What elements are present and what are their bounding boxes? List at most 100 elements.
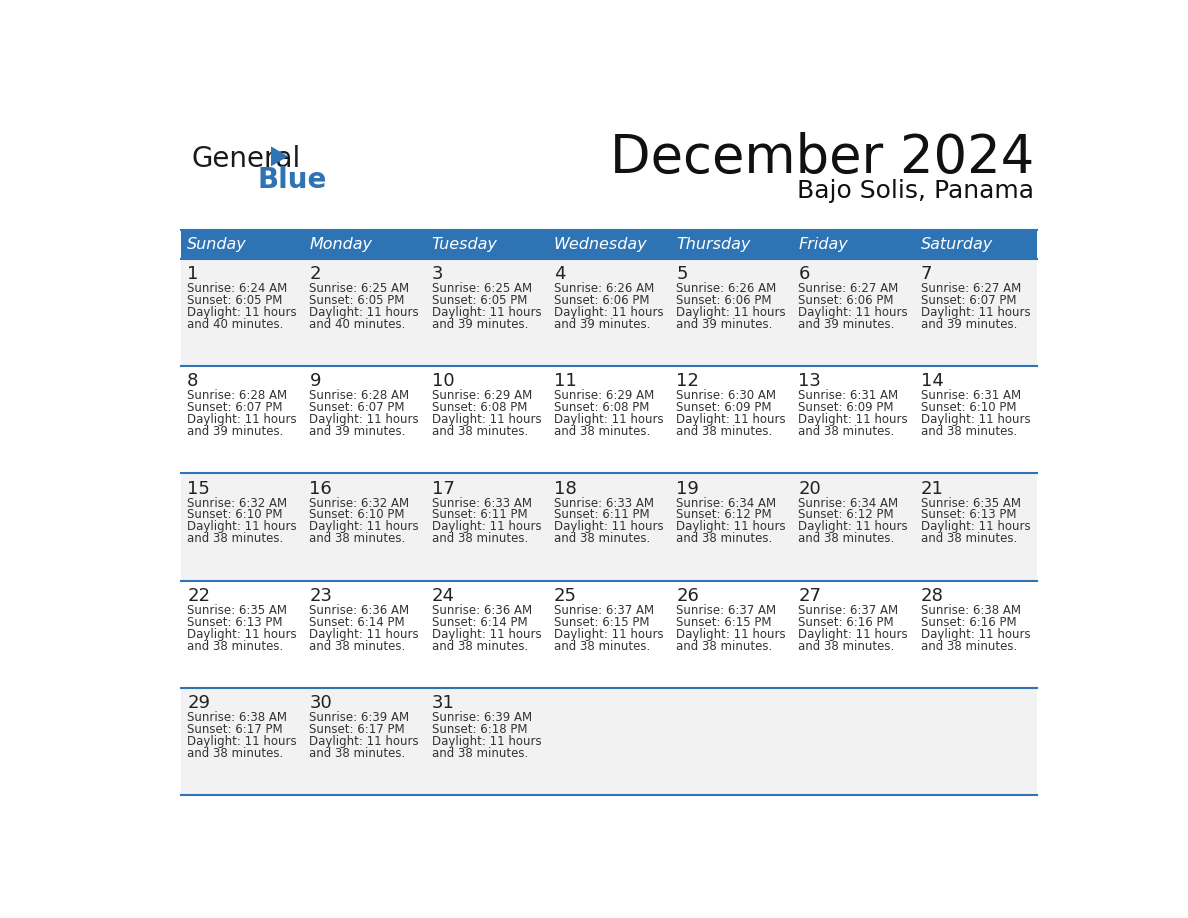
Text: Daylight: 11 hours: Daylight: 11 hours: [676, 413, 785, 426]
Text: Sunset: 6:16 PM: Sunset: 6:16 PM: [921, 616, 1016, 629]
Text: Daylight: 11 hours: Daylight: 11 hours: [554, 628, 664, 641]
Text: 18: 18: [554, 479, 576, 498]
Text: and 38 minutes.: and 38 minutes.: [554, 532, 650, 545]
Text: Sunset: 6:17 PM: Sunset: 6:17 PM: [310, 723, 405, 736]
Text: Thursday: Thursday: [676, 237, 751, 252]
Bar: [181, 230, 1037, 259]
Text: Sunrise: 6:31 AM: Sunrise: 6:31 AM: [798, 389, 898, 402]
Text: Sunset: 6:09 PM: Sunset: 6:09 PM: [676, 401, 772, 414]
Text: Daylight: 11 hours: Daylight: 11 hours: [798, 628, 908, 641]
Text: and 38 minutes.: and 38 minutes.: [921, 532, 1017, 545]
Text: and 40 minutes.: and 40 minutes.: [310, 318, 406, 330]
Text: Sunrise: 6:29 AM: Sunrise: 6:29 AM: [554, 389, 655, 402]
Text: and 39 minutes.: and 39 minutes.: [554, 318, 650, 330]
Text: and 39 minutes.: and 39 minutes.: [310, 425, 406, 438]
Polygon shape: [271, 146, 287, 166]
Text: Sunrise: 6:29 AM: Sunrise: 6:29 AM: [431, 389, 532, 402]
Text: Sunset: 6:08 PM: Sunset: 6:08 PM: [554, 401, 650, 414]
Text: Daylight: 11 hours: Daylight: 11 hours: [310, 735, 419, 748]
Text: and 38 minutes.: and 38 minutes.: [431, 425, 527, 438]
Text: Wednesday: Wednesday: [554, 237, 647, 252]
Text: and 39 minutes.: and 39 minutes.: [798, 318, 895, 330]
Text: and 38 minutes.: and 38 minutes.: [431, 532, 527, 545]
Text: 11: 11: [554, 373, 576, 390]
Text: Sunset: 6:13 PM: Sunset: 6:13 PM: [188, 616, 283, 629]
Text: 26: 26: [676, 587, 699, 605]
Text: Sunset: 6:06 PM: Sunset: 6:06 PM: [676, 294, 772, 307]
Text: Sunrise: 6:37 AM: Sunrise: 6:37 AM: [798, 604, 898, 617]
Text: Daylight: 11 hours: Daylight: 11 hours: [921, 628, 1030, 641]
Text: Sunrise: 6:39 AM: Sunrise: 6:39 AM: [310, 711, 410, 724]
Text: Sunset: 6:13 PM: Sunset: 6:13 PM: [921, 509, 1016, 521]
Text: Sunrise: 6:27 AM: Sunrise: 6:27 AM: [798, 282, 898, 295]
Text: and 38 minutes.: and 38 minutes.: [798, 640, 895, 653]
Text: Sunrise: 6:37 AM: Sunrise: 6:37 AM: [676, 604, 776, 617]
Text: Daylight: 11 hours: Daylight: 11 hours: [431, 628, 542, 641]
Text: Sunset: 6:06 PM: Sunset: 6:06 PM: [554, 294, 650, 307]
Text: Sunrise: 6:34 AM: Sunrise: 6:34 AM: [798, 497, 898, 509]
Text: 16: 16: [310, 479, 333, 498]
Text: Sunset: 6:12 PM: Sunset: 6:12 PM: [798, 509, 895, 521]
Text: Sunrise: 6:24 AM: Sunrise: 6:24 AM: [188, 282, 287, 295]
Text: Daylight: 11 hours: Daylight: 11 hours: [188, 735, 297, 748]
Text: Sunset: 6:08 PM: Sunset: 6:08 PM: [431, 401, 527, 414]
Text: Sunrise: 6:33 AM: Sunrise: 6:33 AM: [431, 497, 532, 509]
Text: and 38 minutes.: and 38 minutes.: [188, 640, 284, 653]
Text: Sunrise: 6:35 AM: Sunrise: 6:35 AM: [188, 604, 287, 617]
Text: and 38 minutes.: and 38 minutes.: [188, 532, 284, 545]
Text: 8: 8: [188, 373, 198, 390]
Text: and 39 minutes.: and 39 minutes.: [431, 318, 529, 330]
Text: 7: 7: [921, 265, 933, 283]
Text: 4: 4: [554, 265, 565, 283]
Text: Sunrise: 6:28 AM: Sunrise: 6:28 AM: [188, 389, 287, 402]
Text: Saturday: Saturday: [921, 237, 993, 252]
Text: 10: 10: [431, 373, 454, 390]
Text: Sunrise: 6:30 AM: Sunrise: 6:30 AM: [676, 389, 776, 402]
Text: Sunset: 6:07 PM: Sunset: 6:07 PM: [188, 401, 283, 414]
Text: Sunset: 6:15 PM: Sunset: 6:15 PM: [676, 616, 772, 629]
Text: Tuesday: Tuesday: [431, 237, 498, 252]
Text: Daylight: 11 hours: Daylight: 11 hours: [921, 521, 1030, 533]
Text: General: General: [191, 145, 301, 173]
Text: Daylight: 11 hours: Daylight: 11 hours: [921, 413, 1030, 426]
Text: 9: 9: [310, 373, 321, 390]
Text: Daylight: 11 hours: Daylight: 11 hours: [188, 306, 297, 319]
Text: Daylight: 11 hours: Daylight: 11 hours: [554, 306, 664, 319]
Text: Sunrise: 6:25 AM: Sunrise: 6:25 AM: [431, 282, 532, 295]
Text: 24: 24: [431, 587, 455, 605]
Text: Sunset: 6:16 PM: Sunset: 6:16 PM: [798, 616, 895, 629]
Text: and 38 minutes.: and 38 minutes.: [798, 532, 895, 545]
Text: Daylight: 11 hours: Daylight: 11 hours: [798, 413, 908, 426]
Text: Daylight: 11 hours: Daylight: 11 hours: [798, 306, 908, 319]
Text: and 39 minutes.: and 39 minutes.: [188, 425, 284, 438]
Text: Sunset: 6:15 PM: Sunset: 6:15 PM: [554, 616, 650, 629]
Text: Daylight: 11 hours: Daylight: 11 hours: [310, 306, 419, 319]
Text: 31: 31: [431, 694, 455, 712]
Text: Sunrise: 6:32 AM: Sunrise: 6:32 AM: [188, 497, 287, 509]
Text: 12: 12: [676, 373, 699, 390]
Text: and 38 minutes.: and 38 minutes.: [431, 640, 527, 653]
Text: 27: 27: [798, 587, 821, 605]
Text: Sunset: 6:09 PM: Sunset: 6:09 PM: [798, 401, 893, 414]
Text: Sunrise: 6:38 AM: Sunrise: 6:38 AM: [921, 604, 1020, 617]
Text: 14: 14: [921, 373, 943, 390]
Text: Sunset: 6:10 PM: Sunset: 6:10 PM: [188, 509, 283, 521]
Text: Sunrise: 6:33 AM: Sunrise: 6:33 AM: [554, 497, 653, 509]
Text: Daylight: 11 hours: Daylight: 11 hours: [431, 521, 542, 533]
Text: 23: 23: [310, 587, 333, 605]
Text: Daylight: 11 hours: Daylight: 11 hours: [554, 413, 664, 426]
Text: Sunrise: 6:25 AM: Sunrise: 6:25 AM: [310, 282, 410, 295]
Text: and 38 minutes.: and 38 minutes.: [310, 532, 406, 545]
Text: 5: 5: [676, 265, 688, 283]
Text: Sunset: 6:10 PM: Sunset: 6:10 PM: [921, 401, 1016, 414]
Text: Sunset: 6:05 PM: Sunset: 6:05 PM: [310, 294, 405, 307]
Text: Friday: Friday: [798, 237, 848, 252]
Text: Daylight: 11 hours: Daylight: 11 hours: [310, 413, 419, 426]
Text: Sunrise: 6:31 AM: Sunrise: 6:31 AM: [921, 389, 1020, 402]
Bar: [181, 259, 1037, 366]
Text: Daylight: 11 hours: Daylight: 11 hours: [310, 521, 419, 533]
Text: and 38 minutes.: and 38 minutes.: [921, 640, 1017, 653]
Text: and 38 minutes.: and 38 minutes.: [676, 425, 772, 438]
Text: and 38 minutes.: and 38 minutes.: [310, 747, 406, 760]
Text: Sunset: 6:18 PM: Sunset: 6:18 PM: [431, 723, 527, 736]
